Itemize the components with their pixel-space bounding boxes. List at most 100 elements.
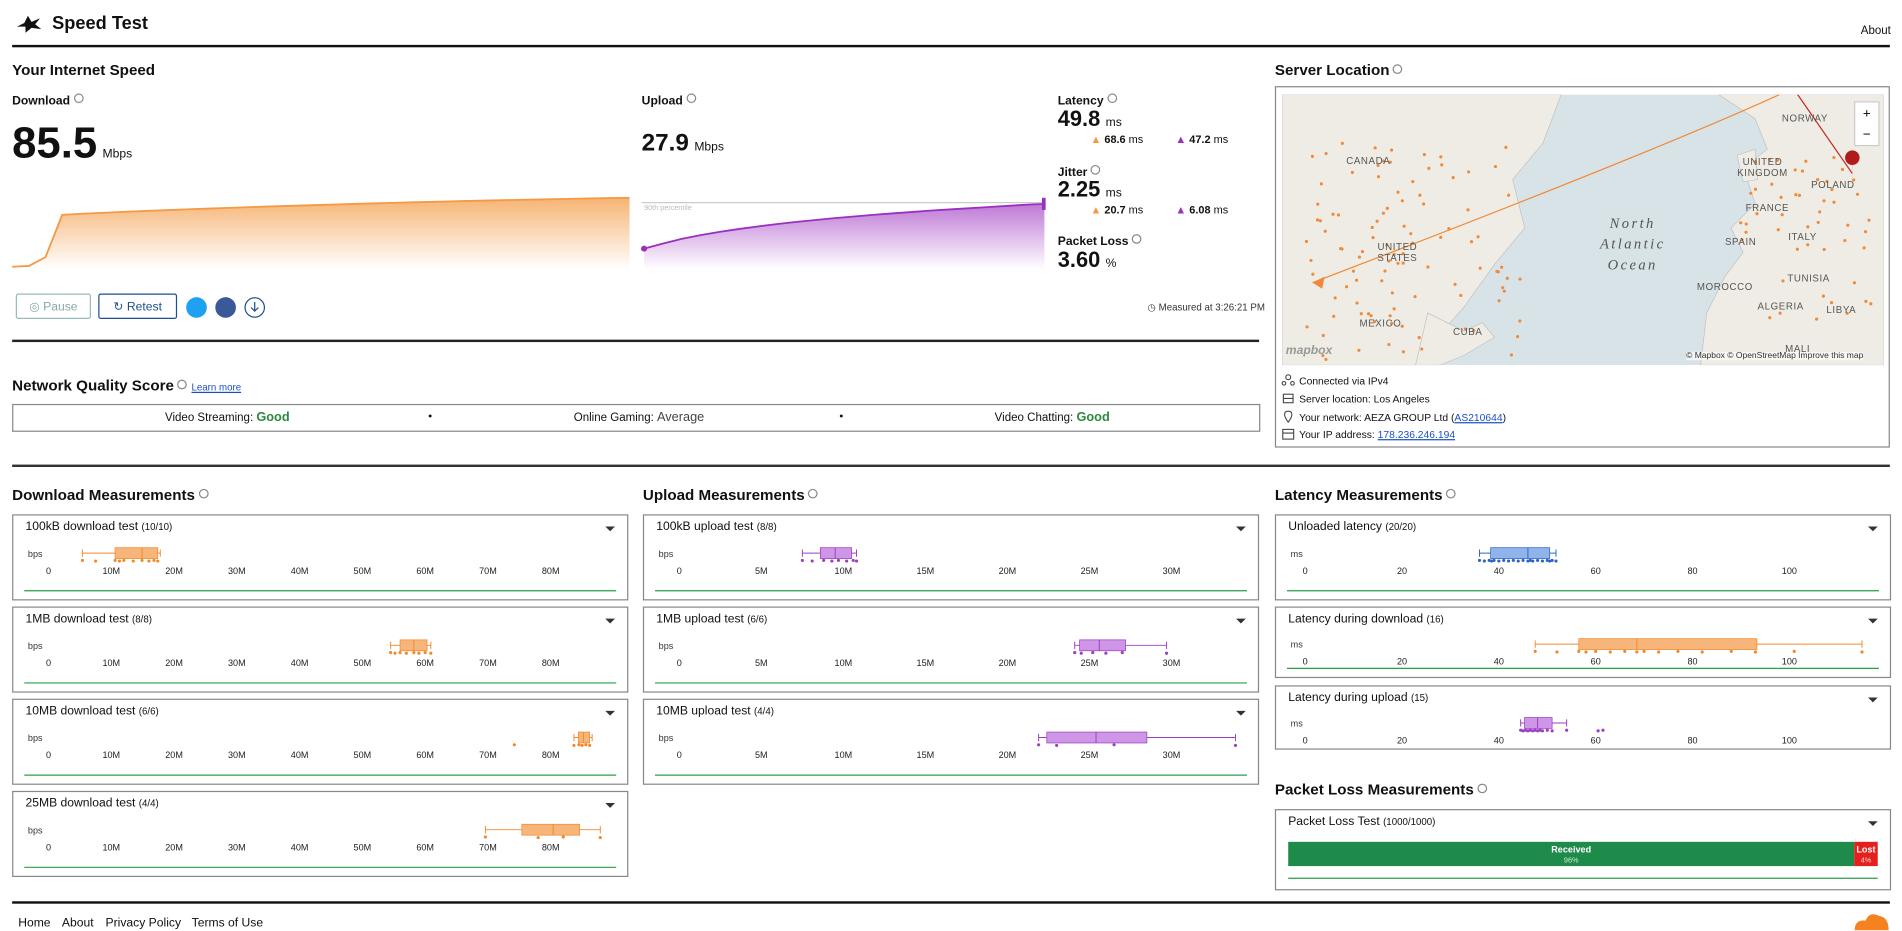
test-name: Latency during upload bbox=[1288, 691, 1408, 705]
map-dot bbox=[1768, 316, 1772, 320]
jitter-unit: ms bbox=[1105, 186, 1122, 201]
area-line bbox=[12, 196, 630, 268]
map-dot bbox=[1359, 312, 1363, 316]
test-title: 25MB download test (4/4) bbox=[25, 797, 158, 810]
quality-label: Video Streaming: bbox=[164, 411, 254, 425]
map-dot bbox=[1518, 319, 1522, 323]
map-dot bbox=[1418, 193, 1422, 197]
map-dot bbox=[1806, 243, 1810, 247]
download-unit: Mbps bbox=[102, 147, 133, 162]
map-dot bbox=[1840, 167, 1845, 172]
asn-link[interactable]: AS210644 bbox=[1454, 411, 1503, 424]
test-count: (8/8) bbox=[756, 521, 777, 533]
map-dot bbox=[1420, 347, 1424, 351]
map-attribution[interactable]: © Mapbox © OpenStreetMap Improve this ma… bbox=[1686, 351, 1864, 361]
test-card bbox=[1274, 809, 1892, 891]
map-dot bbox=[1427, 166, 1431, 170]
map-dot bbox=[1316, 202, 1320, 206]
test-title: 100kB upload test (8/8) bbox=[656, 520, 776, 533]
test-title: Packet Loss Test (1000/1000) bbox=[1288, 815, 1435, 828]
test-card bbox=[642, 606, 1260, 693]
map-dot bbox=[1370, 225, 1374, 230]
map-dot bbox=[1331, 212, 1335, 216]
map-dot bbox=[1739, 221, 1743, 225]
download-speed: 85.5 Mbps bbox=[12, 118, 132, 169]
map-dot bbox=[1478, 266, 1482, 270]
learn-more-link[interactable]: Learn more bbox=[191, 382, 242, 394]
info-icons bbox=[1281, 374, 1295, 440]
footer-link[interactable]: About bbox=[61, 917, 94, 931]
test-card bbox=[12, 606, 629, 693]
test-card bbox=[1274, 606, 1892, 679]
quality-heading: Network Quality Score Learn more bbox=[12, 377, 241, 394]
map-dot bbox=[1332, 314, 1336, 318]
map-label: TUNISIA bbox=[1787, 272, 1830, 284]
latency-down-value: 68.6 bbox=[1104, 133, 1126, 146]
footer-link[interactable]: Home bbox=[18, 917, 51, 931]
map-dot bbox=[1815, 317, 1819, 321]
quality-value: Average bbox=[657, 409, 705, 425]
packet-loss-label: Packet Loss bbox=[1058, 234, 1142, 249]
separator: • bbox=[428, 409, 433, 423]
map-label: NORWAY bbox=[1781, 112, 1828, 124]
map-dot bbox=[1323, 229, 1327, 233]
map-dot bbox=[1778, 311, 1782, 315]
connection-info: Connected via IPv4 bbox=[1299, 374, 1389, 387]
share-buttons[interactable] bbox=[186, 296, 271, 320]
map-dot bbox=[1355, 301, 1359, 305]
ip-link[interactable]: 178.236.246.194 bbox=[1377, 428, 1456, 441]
map-dot bbox=[1336, 213, 1341, 217]
area-fill bbox=[644, 203, 1045, 270]
heading-text: Upload Measurements bbox=[642, 486, 805, 504]
map-dot bbox=[1360, 249, 1365, 254]
map-dot bbox=[1794, 193, 1798, 197]
map-dot bbox=[1804, 159, 1808, 163]
map-dot bbox=[1385, 206, 1389, 210]
test-name: 100kB upload test bbox=[656, 520, 754, 534]
map-dot bbox=[1310, 154, 1314, 158]
map-dot bbox=[1351, 269, 1356, 273]
map-dot bbox=[1816, 178, 1820, 182]
percentile-label: 90th percentile bbox=[644, 203, 692, 212]
map-dot bbox=[1339, 246, 1343, 251]
download-label-text: Download bbox=[12, 94, 71, 108]
footer-link[interactable]: Terms of Use bbox=[191, 917, 264, 931]
upload-speed: 27.9 Mbps bbox=[642, 130, 724, 158]
map[interactable]: +− bbox=[1282, 94, 1884, 366]
map-dot bbox=[1417, 336, 1421, 340]
svg-text:−: − bbox=[1863, 126, 1871, 141]
footer-link[interactable]: Privacy Policy bbox=[105, 917, 182, 931]
map-dot bbox=[1864, 299, 1868, 303]
map-dot bbox=[1744, 222, 1748, 226]
map-label: FRANCE bbox=[1745, 202, 1790, 214]
quality-heading-text: Network Quality Score bbox=[12, 377, 174, 395]
test-count: (4/4) bbox=[138, 798, 159, 810]
map-dot bbox=[1770, 182, 1774, 186]
map-label: MOROCCO bbox=[1696, 281, 1753, 293]
jitter-up-unit: ms bbox=[1213, 203, 1229, 216]
map-dot bbox=[1832, 155, 1836, 160]
map-label: ITALY bbox=[1788, 231, 1817, 243]
test-card bbox=[642, 514, 1260, 601]
retest-button[interactable]: ↻ Retest bbox=[98, 293, 178, 320]
map-label: UNITED KINGDOM bbox=[1737, 156, 1788, 179]
map-dot bbox=[1422, 202, 1426, 206]
test-count: (1000/1000) bbox=[1383, 816, 1436, 828]
test-title: Latency during upload (15) bbox=[1288, 691, 1428, 704]
about-link[interactable]: About bbox=[1860, 24, 1891, 38]
latency-up-value: 47.2 bbox=[1189, 133, 1211, 146]
test-count: (16) bbox=[1426, 613, 1444, 625]
map-dot bbox=[1380, 279, 1384, 283]
ip-info: Your IP address: 178.236.246.194 bbox=[1299, 428, 1455, 440]
end-dot bbox=[1041, 197, 1046, 210]
map-dot bbox=[1509, 353, 1514, 357]
test-title: Unloaded latency (20/20) bbox=[1288, 520, 1416, 533]
pause-button[interactable]: ◎ Pause bbox=[15, 293, 91, 320]
map-dot bbox=[1396, 261, 1400, 265]
map-dot bbox=[1822, 247, 1826, 252]
map-label: ALGERIA bbox=[1757, 300, 1804, 312]
map-dot bbox=[1318, 219, 1322, 223]
map-label: SPAIN bbox=[1724, 236, 1757, 248]
map-dot bbox=[1775, 158, 1780, 162]
map-dot bbox=[1740, 238, 1744, 242]
